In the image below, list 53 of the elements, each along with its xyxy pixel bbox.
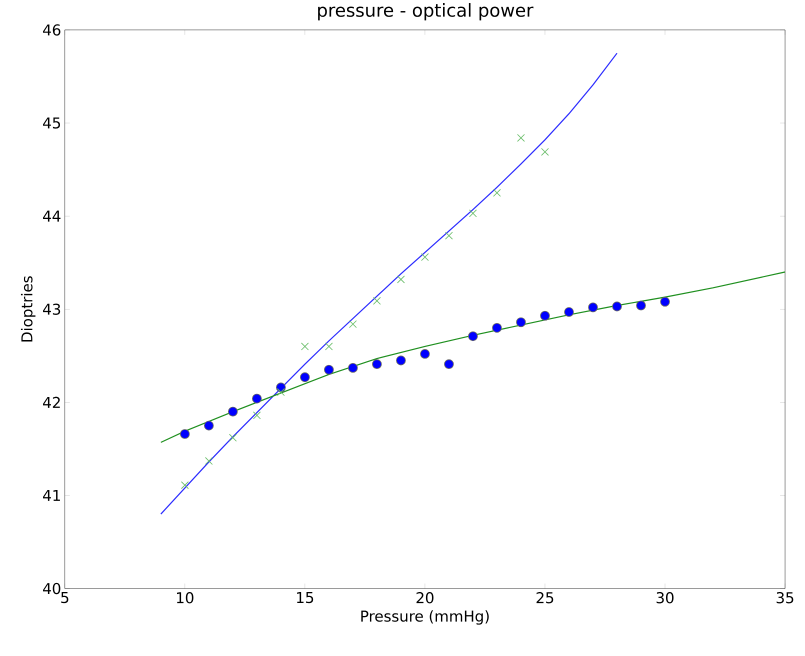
point xyxy=(228,434,237,442)
point xyxy=(469,209,477,218)
chart-title: pressure - optical power xyxy=(318,2,534,20)
y-tick-label: 40 xyxy=(43,582,60,594)
point xyxy=(324,342,333,350)
x-axis-title: Pressure (mmHg) xyxy=(361,610,489,625)
x-tick-label: 20 xyxy=(416,592,434,604)
point xyxy=(228,406,238,416)
point xyxy=(660,296,670,306)
y-tick-label: 43 xyxy=(43,303,60,315)
x-tick-label: 5 xyxy=(61,592,68,604)
point xyxy=(324,364,334,374)
point xyxy=(397,275,405,284)
point xyxy=(612,301,622,312)
point xyxy=(300,372,310,382)
x-tick-label: 15 xyxy=(297,592,314,604)
point xyxy=(252,394,262,404)
point xyxy=(493,188,501,197)
y-tick-label: 45 xyxy=(43,117,60,128)
point xyxy=(180,428,190,439)
point xyxy=(468,331,478,341)
point xyxy=(564,306,574,317)
x-tick-label: 30 xyxy=(656,592,674,604)
y-axis-title: Dioptries xyxy=(20,276,36,342)
point xyxy=(516,317,526,327)
point xyxy=(421,252,429,261)
point xyxy=(204,456,213,465)
point xyxy=(252,411,261,420)
y-tick-label: 46 xyxy=(43,24,60,36)
point xyxy=(636,300,646,310)
point xyxy=(541,148,549,156)
point xyxy=(348,362,358,373)
x-tick-label: 10 xyxy=(177,592,194,604)
point xyxy=(445,232,453,240)
point xyxy=(372,359,382,369)
point xyxy=(396,355,406,366)
x-tick-label: 35 xyxy=(776,592,794,604)
point xyxy=(420,348,430,359)
point xyxy=(492,322,502,333)
point xyxy=(588,302,598,312)
point xyxy=(204,420,214,430)
y-tick-label: 44 xyxy=(43,210,60,222)
x-tick-label: 25 xyxy=(536,592,554,604)
point xyxy=(540,310,550,320)
point xyxy=(444,359,454,369)
point xyxy=(300,342,309,350)
point xyxy=(517,134,525,142)
y-tick-label: 41 xyxy=(43,490,60,501)
point xyxy=(276,388,285,396)
point xyxy=(348,320,357,328)
point xyxy=(180,481,189,489)
y-tick-label: 42 xyxy=(43,396,60,408)
point xyxy=(373,296,381,305)
